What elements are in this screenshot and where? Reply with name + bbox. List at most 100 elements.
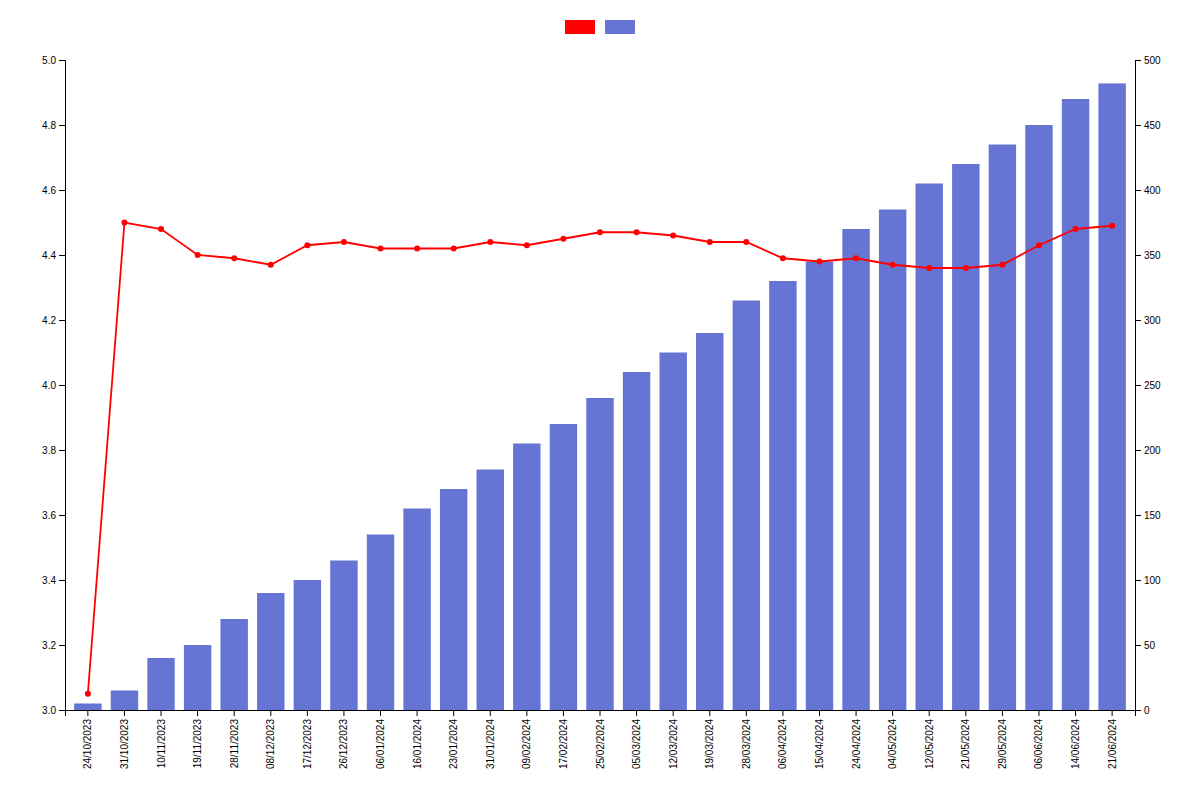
marker bbox=[85, 691, 91, 697]
tick-mark bbox=[929, 710, 930, 716]
tick-label: 12/05/2024 bbox=[924, 719, 935, 769]
tick: 5.0 bbox=[42, 55, 65, 66]
marker bbox=[963, 265, 969, 271]
tick-mark bbox=[124, 710, 125, 716]
tick-mark bbox=[1112, 710, 1113, 716]
marker bbox=[341, 239, 347, 245]
tick-label: 100 bbox=[1144, 575, 1161, 586]
marker bbox=[304, 242, 310, 248]
tick-label: 4.8 bbox=[42, 120, 56, 131]
tick-label: 16/01/2024 bbox=[412, 719, 423, 769]
tick-mark bbox=[856, 710, 857, 716]
tick: 500 bbox=[1135, 55, 1161, 66]
tick: 25/02/2024 bbox=[595, 710, 606, 769]
tick-label: 4.0 bbox=[42, 380, 56, 391]
tick-mark bbox=[1135, 385, 1141, 386]
tick-label: 200 bbox=[1144, 445, 1161, 456]
marker bbox=[451, 246, 457, 252]
tick-mark bbox=[59, 710, 65, 711]
tick-label: 17/02/2024 bbox=[558, 719, 569, 769]
tick-mark bbox=[59, 60, 65, 61]
marker bbox=[999, 262, 1005, 268]
bar bbox=[257, 593, 284, 710]
tick: 4.4 bbox=[42, 250, 65, 261]
bar bbox=[879, 210, 906, 711]
tick-label: 4.6 bbox=[42, 185, 56, 196]
tick-label: 19/11/2023 bbox=[192, 719, 203, 769]
tick-label: 3.4 bbox=[42, 575, 56, 586]
tick-label: 350 bbox=[1144, 250, 1161, 261]
marker bbox=[560, 236, 566, 242]
tick: 100 bbox=[1135, 575, 1161, 586]
bar-series bbox=[74, 83, 1126, 710]
tick-mark bbox=[563, 710, 564, 716]
tick-mark bbox=[197, 710, 198, 716]
tick: 29/05/2024 bbox=[997, 710, 1008, 769]
tick-label: 300 bbox=[1144, 315, 1161, 326]
tick-mark bbox=[234, 710, 235, 716]
bar bbox=[916, 184, 943, 711]
tick: 4.2 bbox=[42, 315, 65, 326]
y2-axis: 050100150200250300350400450500 bbox=[1135, 55, 1161, 716]
marker bbox=[121, 220, 127, 226]
chart: 3.03.23.43.63.84.04.24.44.64.85.00501001… bbox=[0, 0, 1200, 800]
tick-label: 3.6 bbox=[42, 510, 56, 521]
tick: 4.6 bbox=[42, 185, 65, 196]
bar bbox=[147, 658, 174, 710]
tick: 28/03/2024 bbox=[741, 710, 752, 769]
marker bbox=[597, 229, 603, 235]
tick-mark bbox=[59, 515, 65, 516]
line bbox=[88, 223, 1112, 694]
tick-mark bbox=[600, 710, 601, 716]
marker bbox=[268, 262, 274, 268]
marker bbox=[926, 265, 932, 271]
tick-label: 25/02/2024 bbox=[595, 719, 606, 769]
tick-label: 500 bbox=[1144, 55, 1161, 66]
tick-mark bbox=[59, 385, 65, 386]
tick-label: 23/01/2024 bbox=[448, 719, 459, 769]
bar bbox=[733, 301, 760, 711]
bar bbox=[989, 145, 1016, 711]
tick-label: 09/02/2024 bbox=[521, 719, 532, 769]
tick-label: 3.2 bbox=[42, 640, 56, 651]
tick-label: 21/06/2024 bbox=[1107, 719, 1118, 769]
tick-label: 4.2 bbox=[42, 315, 56, 326]
tick-label: 26/12/2023 bbox=[338, 719, 349, 769]
tick-mark bbox=[1135, 515, 1141, 516]
tick-mark bbox=[782, 710, 783, 716]
marker bbox=[1109, 223, 1115, 229]
tick: 300 bbox=[1135, 315, 1161, 326]
tick-mark bbox=[636, 710, 637, 716]
tick-mark bbox=[307, 710, 308, 716]
bar bbox=[184, 645, 211, 710]
marker bbox=[707, 239, 713, 245]
tick: 4.0 bbox=[42, 380, 65, 391]
tick-mark bbox=[1135, 60, 1141, 61]
tick-label: 06/06/2024 bbox=[1033, 719, 1044, 769]
tick: 19/03/2024 bbox=[704, 710, 715, 769]
bar bbox=[550, 424, 577, 710]
tick: 400 bbox=[1135, 185, 1161, 196]
tick-mark bbox=[1135, 255, 1141, 256]
tick-label: 08/12/2023 bbox=[265, 719, 276, 769]
tick-label: 150 bbox=[1144, 510, 1161, 521]
tick: 04/05/2024 bbox=[887, 710, 898, 769]
tick-label: 15/04/2024 bbox=[814, 719, 825, 769]
bar bbox=[330, 561, 357, 711]
tick-label: 06/04/2024 bbox=[777, 719, 788, 769]
tick-mark bbox=[59, 320, 65, 321]
y-axis: 3.03.23.43.63.84.04.24.44.64.85.0 bbox=[42, 55, 65, 716]
tick-mark bbox=[59, 580, 65, 581]
tick: 4.8 bbox=[42, 120, 65, 131]
tick-label: 3.8 bbox=[42, 445, 56, 456]
axis-line bbox=[59, 61, 66, 711]
tick-mark bbox=[1135, 580, 1141, 581]
tick: 24/10/2023 bbox=[82, 710, 93, 769]
legend-swatch bbox=[605, 20, 635, 34]
tick-label: 250 bbox=[1144, 380, 1161, 391]
tick-label: 28/03/2024 bbox=[741, 719, 752, 769]
tick: 21/05/2024 bbox=[960, 710, 971, 769]
tick: 250 bbox=[1135, 380, 1161, 391]
tick-label: 29/05/2024 bbox=[997, 719, 1008, 769]
bar bbox=[769, 281, 796, 710]
